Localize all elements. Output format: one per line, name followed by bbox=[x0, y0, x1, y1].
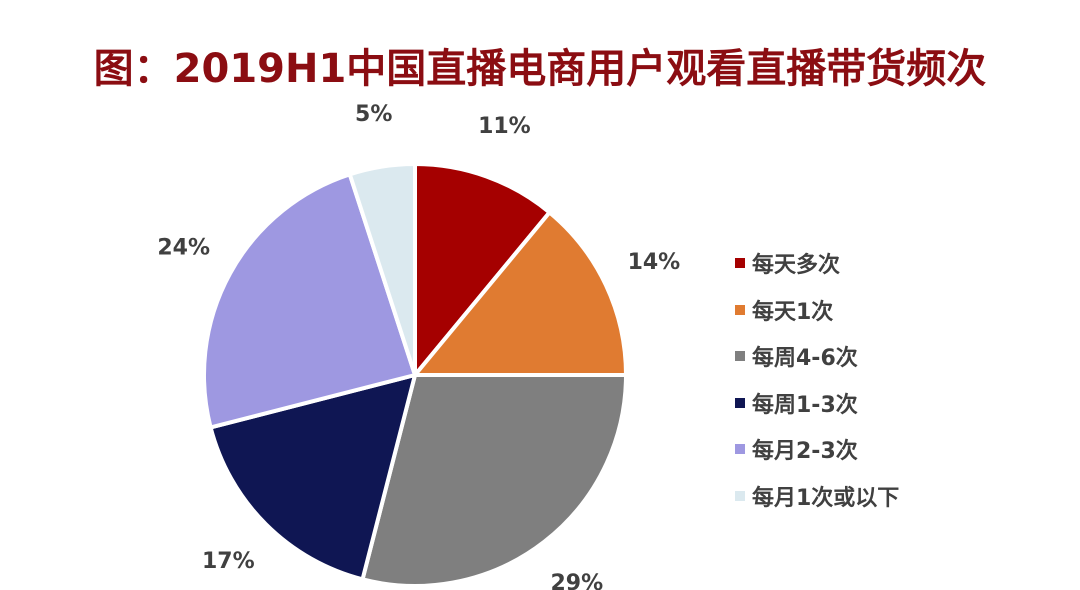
pie-label-5: 24% bbox=[157, 235, 210, 260]
pie-slice-1 bbox=[413, 162, 552, 377]
legend-item-6: 每月1次或以下 bbox=[735, 473, 899, 520]
legend-swatch-1 bbox=[735, 258, 745, 269]
pie-slice-5 bbox=[202, 172, 417, 430]
legend-swatch-2 bbox=[735, 304, 745, 315]
legend-label-6: 每月1次或以下 bbox=[752, 485, 900, 511]
pie-label-4: 17% bbox=[202, 549, 255, 574]
pie-labels: 11% 14% 29% 17% 24% 5% bbox=[157, 102, 680, 590]
pie-slice-3 bbox=[360, 373, 628, 588]
pie-slice-2 bbox=[413, 210, 628, 377]
legend-label-5: 每月2-3次 bbox=[752, 439, 858, 465]
pie-label-6: 5% bbox=[355, 102, 392, 127]
pie-label-2: 14% bbox=[628, 250, 681, 275]
legend-item-2: 每天1次 bbox=[735, 287, 899, 334]
pie-label-1: 11% bbox=[478, 114, 531, 139]
legend-swatch-4 bbox=[735, 397, 745, 408]
legend-label-3: 每周4-6次 bbox=[752, 346, 858, 372]
legend-item-1: 每天多次 bbox=[735, 240, 899, 287]
pie-label-3: 29% bbox=[550, 571, 603, 590]
legend-label-1: 每天多次 bbox=[752, 253, 841, 279]
legend-swatch-3 bbox=[735, 351, 745, 362]
chart-legend: 每天多次每天1次每周4-6次 每周1-3次 每月2-3次每月1次或以下 bbox=[735, 240, 899, 519]
legend-item-4: 每周1-3次 bbox=[735, 380, 899, 427]
legend-swatch-6 bbox=[735, 490, 745, 501]
legend-label-4: 每周1-3次 bbox=[752, 392, 858, 418]
pie-slice-6 bbox=[347, 162, 417, 377]
pie-slice-4 bbox=[208, 373, 417, 582]
pie-slices bbox=[202, 162, 628, 588]
legend-label-2: 每天1次 bbox=[752, 299, 834, 325]
legend-item-3: 每周4-6次 bbox=[735, 333, 899, 380]
legend-swatch-5 bbox=[735, 444, 745, 455]
chart-title: 图：2019H1中国直播电商用户观看直播带货频次 bbox=[93, 46, 987, 92]
legend-item-5: 每月2-3次 bbox=[735, 426, 899, 473]
